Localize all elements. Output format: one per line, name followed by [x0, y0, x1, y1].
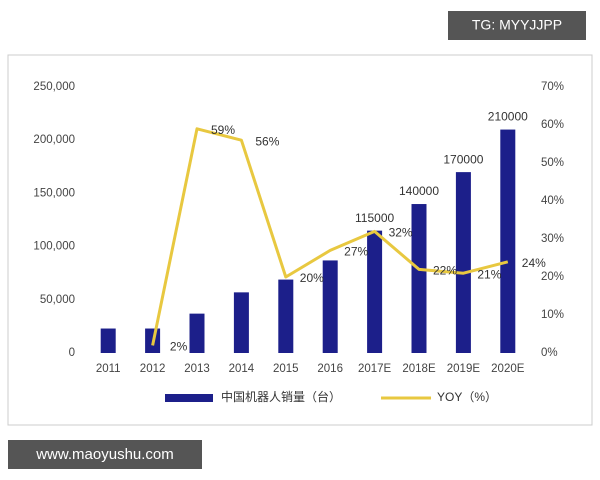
bar: [189, 313, 205, 353]
y2-tick-label: 30%: [541, 233, 564, 245]
y-tick-label: 150,000: [33, 187, 75, 199]
bar: [100, 328, 116, 353]
line-value-label: 32%: [389, 226, 413, 240]
line: [151, 127, 509, 346]
y2-tick-label: 0%: [541, 347, 558, 359]
y2-tick-label: 20%: [541, 271, 564, 283]
bar: [233, 292, 249, 353]
x-tick-label: 2019E: [447, 363, 481, 375]
line-value-label: 20%: [300, 271, 324, 285]
bar-value-label: 170000: [443, 152, 483, 166]
line-value-label: 59%: [211, 123, 235, 137]
y-tick-label: 100,000: [33, 241, 75, 253]
line-value-label: 22%: [433, 264, 457, 278]
line-value-label: 24%: [522, 256, 546, 270]
x-tick-label: 2018E: [402, 363, 436, 375]
y-tick-label: 250,000: [33, 81, 75, 93]
bar: [322, 260, 338, 353]
y2-tick-label: 60%: [541, 119, 564, 131]
legend-label: 中国机器人销量（台）: [221, 389, 341, 404]
y-tick-label: 200,000: [33, 134, 75, 146]
x-tick-label: 2013: [184, 363, 210, 375]
line-value-label: 21%: [477, 267, 501, 281]
line-value-label: 27%: [344, 245, 368, 259]
bar: [500, 129, 516, 353]
legend-label: YOY（%）: [437, 390, 497, 404]
x-tick-label: 2015: [273, 363, 299, 375]
x-tick-label: 2017E: [358, 363, 392, 375]
legend-swatch: [165, 394, 213, 402]
bar: [367, 230, 383, 353]
y2-tick-label: 40%: [541, 195, 564, 207]
watermark-box: [8, 440, 202, 469]
x-tick-label: 2011: [96, 363, 121, 375]
chart-frame: [7, 54, 593, 426]
x-tick-label: 2014: [229, 363, 255, 375]
line-value-label: 2%: [170, 340, 188, 354]
x-tick-label: 2016: [317, 363, 343, 375]
y2-tick-label: 10%: [541, 309, 564, 321]
bar-value-label: 210000: [488, 110, 528, 124]
y2-tick-label: 70%: [541, 81, 564, 93]
bar-value-label: 115000: [355, 211, 394, 225]
watermark-bottom: www.maoyushu.com: [35, 446, 174, 463]
bar-value-label: 140000: [399, 184, 439, 198]
watermark-box: [448, 11, 586, 40]
bar: [455, 172, 471, 353]
x-tick-label: 2012: [140, 363, 166, 375]
bar: [411, 204, 427, 353]
y2-tick-label: 50%: [541, 157, 564, 169]
line-value-label: 56%: [255, 134, 279, 148]
x-tick-label: 2020E: [491, 363, 525, 375]
y-tick-label: 50,000: [40, 294, 75, 306]
bar: [278, 279, 294, 353]
watermark-top: TG: MYYJJPP: [472, 17, 562, 33]
y-tick-label: 0: [69, 347, 75, 359]
